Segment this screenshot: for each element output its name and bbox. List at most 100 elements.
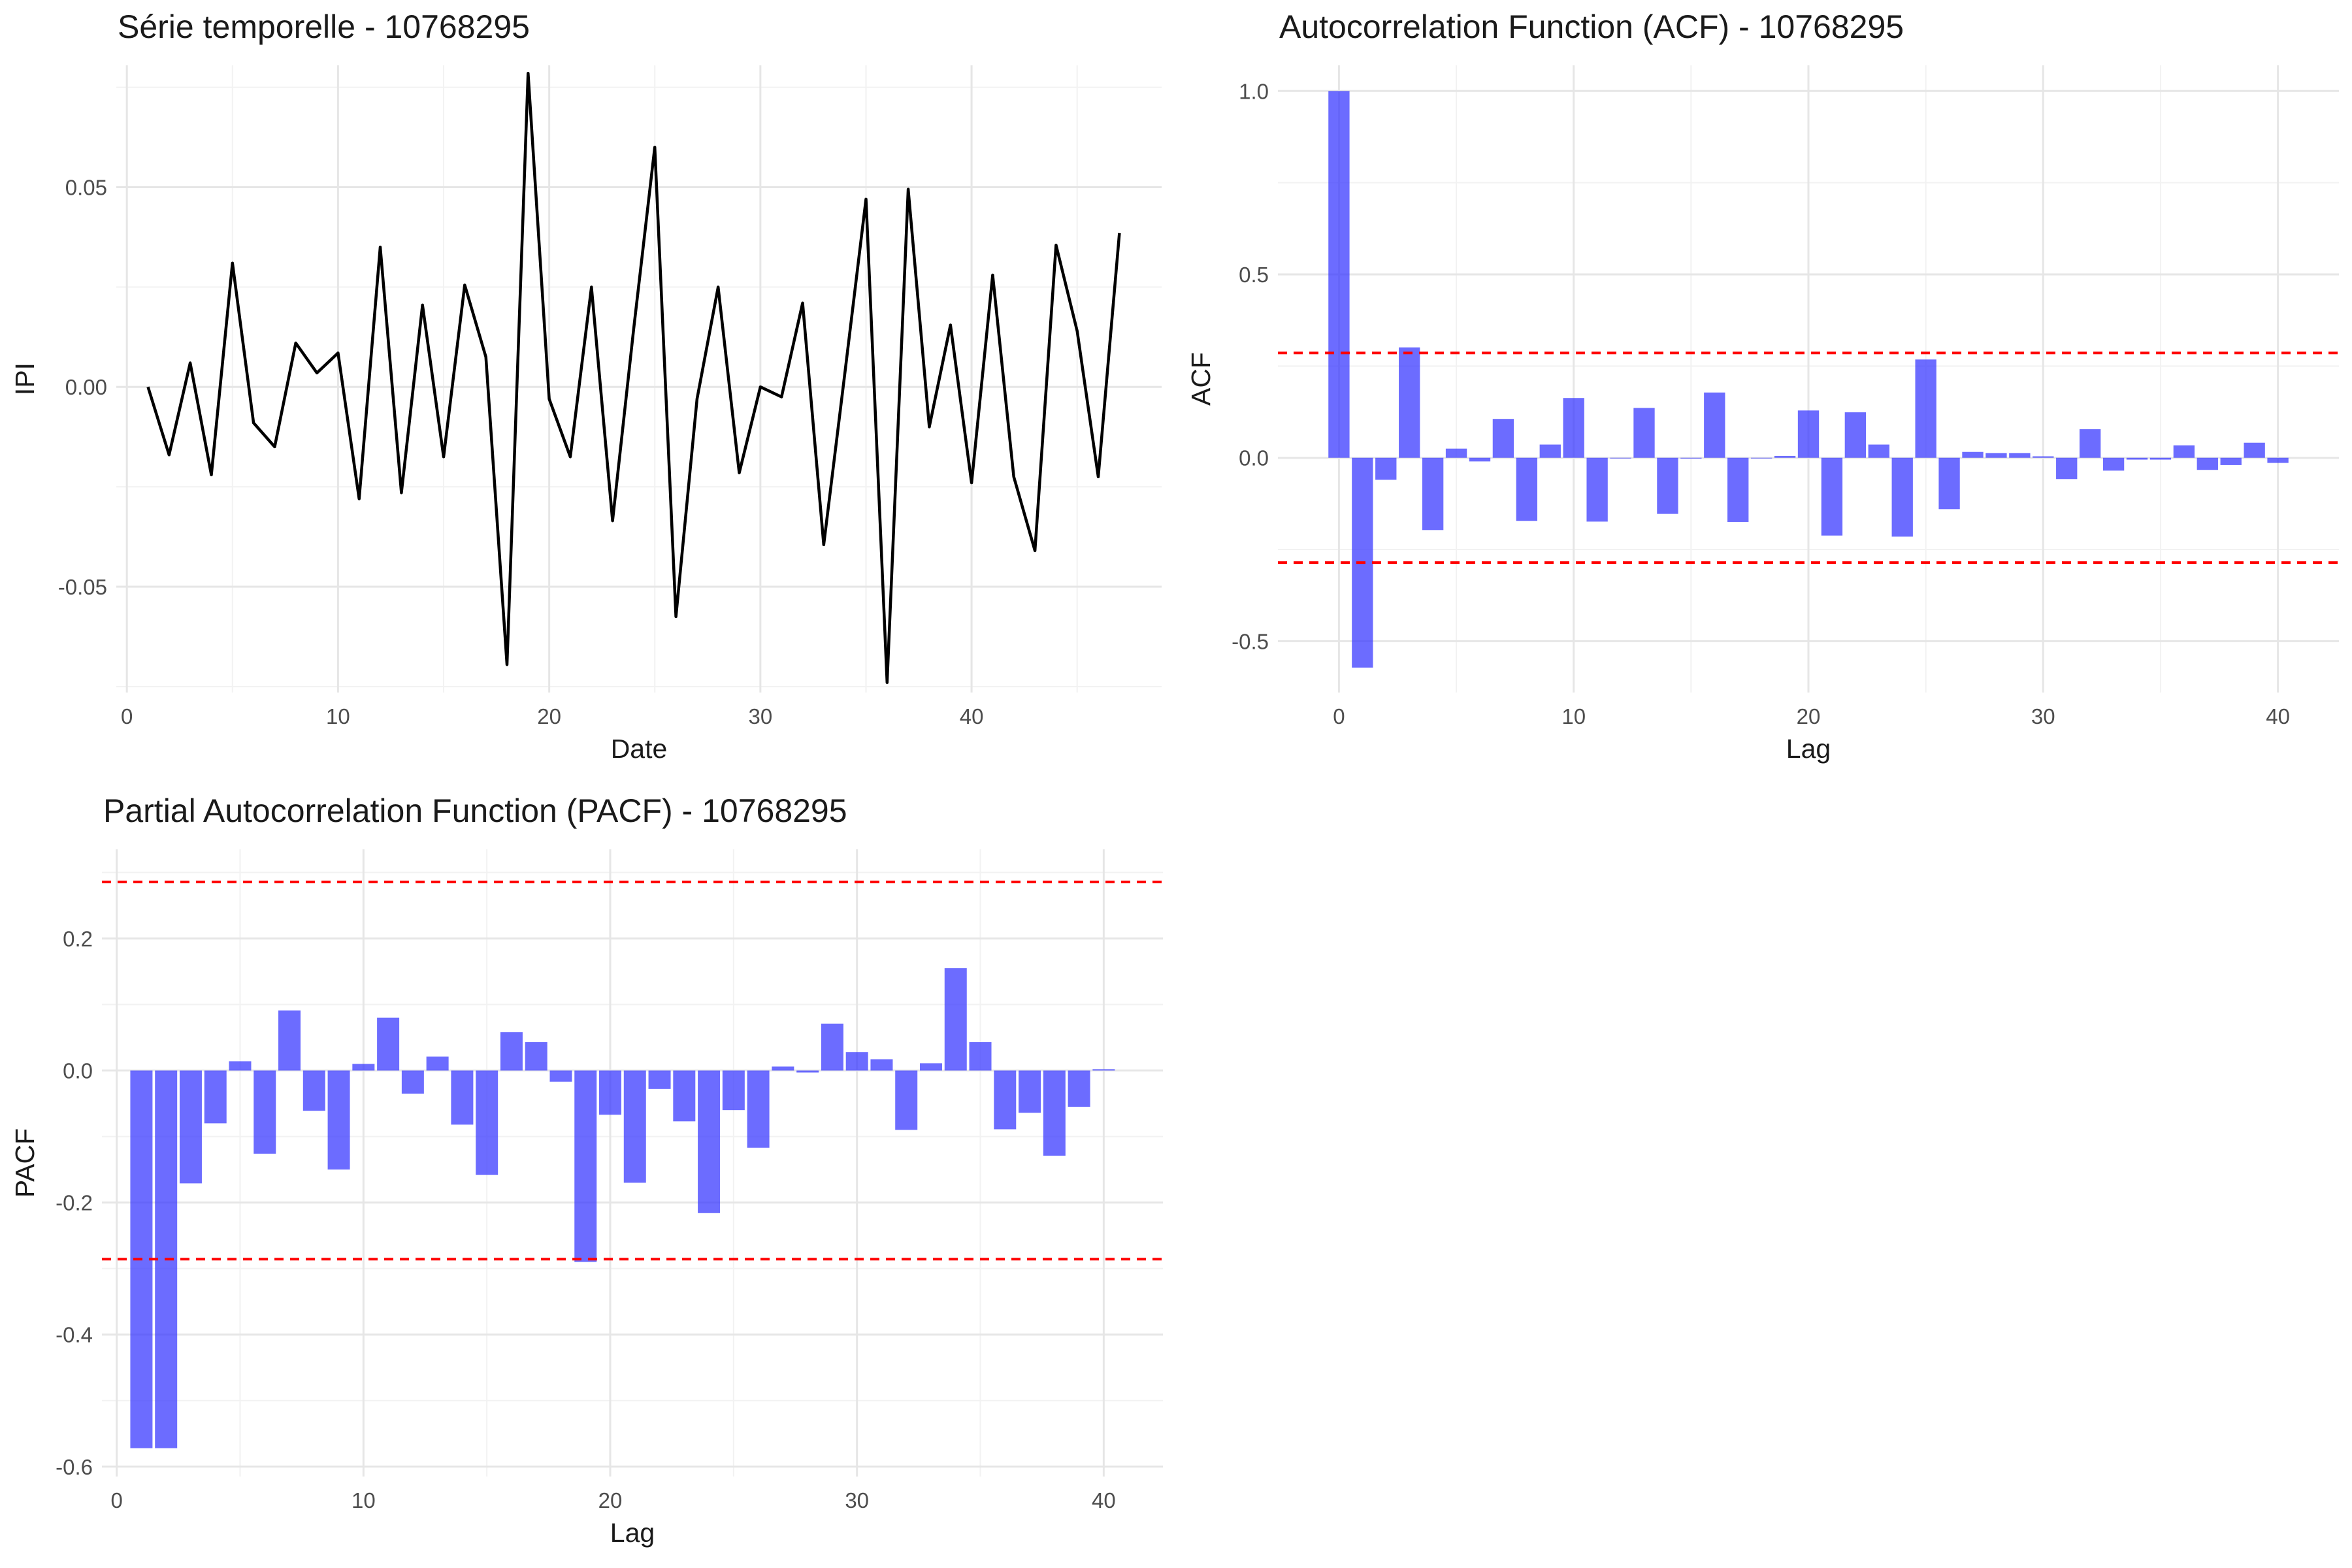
bar [1985, 453, 2007, 458]
bar [2149, 457, 2172, 460]
pacf-chart: 0 10 20 30 40 -0.6 -0.4 -0.2 0.0 0.2 Lag PACF [10, 849, 1163, 1548]
time-series-title: Série temporelle - 10768295 [118, 8, 530, 45]
bar [772, 1066, 794, 1071]
bar [1704, 392, 1725, 458]
y-tick-label: 0.0 [1239, 446, 1269, 470]
bar [179, 1070, 202, 1184]
bar [1539, 444, 1561, 458]
bar [476, 1070, 498, 1175]
x-tick-label: 40 [1092, 1488, 1116, 1512]
bar [747, 1070, 770, 1148]
bar [278, 1010, 301, 1071]
x-tick-label: 30 [2031, 704, 2055, 728]
x-axis-title: Lag [1786, 734, 1831, 764]
y-tick-label: -0.6 [56, 1455, 93, 1479]
time-series-panel: Série temporelle - 10768295 0 10 20 30 40 -0.… [0, 0, 1176, 784]
y-tick-label: 1.0 [1239, 79, 1269, 103]
bar [1019, 1070, 1041, 1113]
bar [1680, 457, 1702, 459]
bar [500, 1032, 523, 1071]
y-axis-title: IPI [10, 363, 40, 395]
bar [2056, 457, 2078, 480]
bar [1797, 410, 1820, 458]
y-tick-label: 0.05 [65, 175, 107, 199]
bar [2173, 445, 2195, 458]
bar [1422, 457, 1444, 531]
acf-panel: Autocorrelation Function (ACF) - 1076829… [1176, 0, 2352, 784]
acf-chart: 0 10 20 30 40 -0.5 0.0 0.5 1.0 Lag ACF [1186, 65, 2339, 764]
bar [1891, 457, 1913, 537]
bar [1821, 457, 1843, 536]
bar [1445, 448, 1467, 458]
y-tick-label: 0.2 [63, 926, 93, 951]
bar [426, 1056, 449, 1071]
bar [1657, 457, 1678, 514]
series-line [146, 71, 1121, 684]
bar [1328, 91, 1350, 458]
x-tick-label: 20 [1797, 704, 1821, 728]
bar [2267, 457, 2289, 463]
bar [599, 1070, 622, 1115]
bar [352, 1064, 375, 1071]
bar [401, 1070, 424, 1094]
bar [673, 1070, 696, 1122]
bar [1774, 455, 1796, 458]
bar [821, 1023, 843, 1071]
bar [1633, 408, 1655, 458]
bar [1563, 398, 1584, 458]
bar [2126, 457, 2148, 460]
x-tick-label: 20 [537, 704, 561, 728]
bar [1492, 419, 1514, 458]
x-tick-label: 20 [598, 1488, 623, 1512]
bar [2033, 456, 2054, 458]
bar [302, 1070, 325, 1111]
acf-title: Autocorrelation Function (ACF) - 1076829… [1279, 8, 1904, 45]
pacf-panel: Partial Autocorrelation Function (PACF) … [0, 784, 1176, 1568]
y-tick-label: -0.2 [56, 1191, 93, 1215]
bar [648, 1070, 671, 1089]
bar [1375, 457, 1397, 480]
x-axis-title: Date [611, 734, 668, 764]
bar [574, 1070, 597, 1262]
bar [1750, 457, 1772, 459]
bar [2244, 442, 2265, 458]
y-axis-title: ACF [1186, 352, 1216, 406]
bar [1915, 359, 1936, 458]
bar [2197, 457, 2218, 470]
y-tick-label: 0.0 [63, 1059, 93, 1083]
bar [451, 1070, 474, 1125]
bar [2079, 429, 2101, 458]
bar [796, 1070, 819, 1073]
x-tick-label: 40 [2266, 704, 2290, 728]
bar [870, 1059, 893, 1071]
bar [919, 1063, 942, 1071]
bar [1043, 1070, 1066, 1156]
bar [1868, 444, 1889, 458]
y-tick-label: 0.5 [1239, 263, 1269, 287]
bar [1962, 451, 1984, 458]
y-axis-title: PACF [10, 1128, 40, 1198]
bar [2009, 453, 2031, 458]
x-tick-label: 30 [748, 704, 772, 728]
bar [377, 1017, 400, 1071]
bar [1844, 412, 1867, 458]
pacf-title: Partial Autocorrelation Function (PACF) … [103, 792, 847, 829]
bar [895, 1070, 918, 1130]
y-tick-label: 0.00 [65, 375, 107, 399]
bar [1068, 1070, 1090, 1107]
bar [969, 1042, 992, 1071]
bar [1727, 457, 1749, 522]
bar [994, 1070, 1017, 1130]
bar [327, 1070, 350, 1170]
bar [1516, 457, 1538, 521]
bar [845, 1052, 868, 1071]
bar [623, 1070, 646, 1183]
bar [1610, 457, 1631, 459]
y-tick-label: -0.05 [58, 575, 107, 599]
bar [1399, 347, 1420, 458]
bar [525, 1042, 547, 1071]
bar [944, 968, 967, 1071]
x-tick-label: 0 [121, 704, 133, 728]
bar [2220, 457, 2242, 465]
x-axis-title: Lag [610, 1518, 655, 1548]
